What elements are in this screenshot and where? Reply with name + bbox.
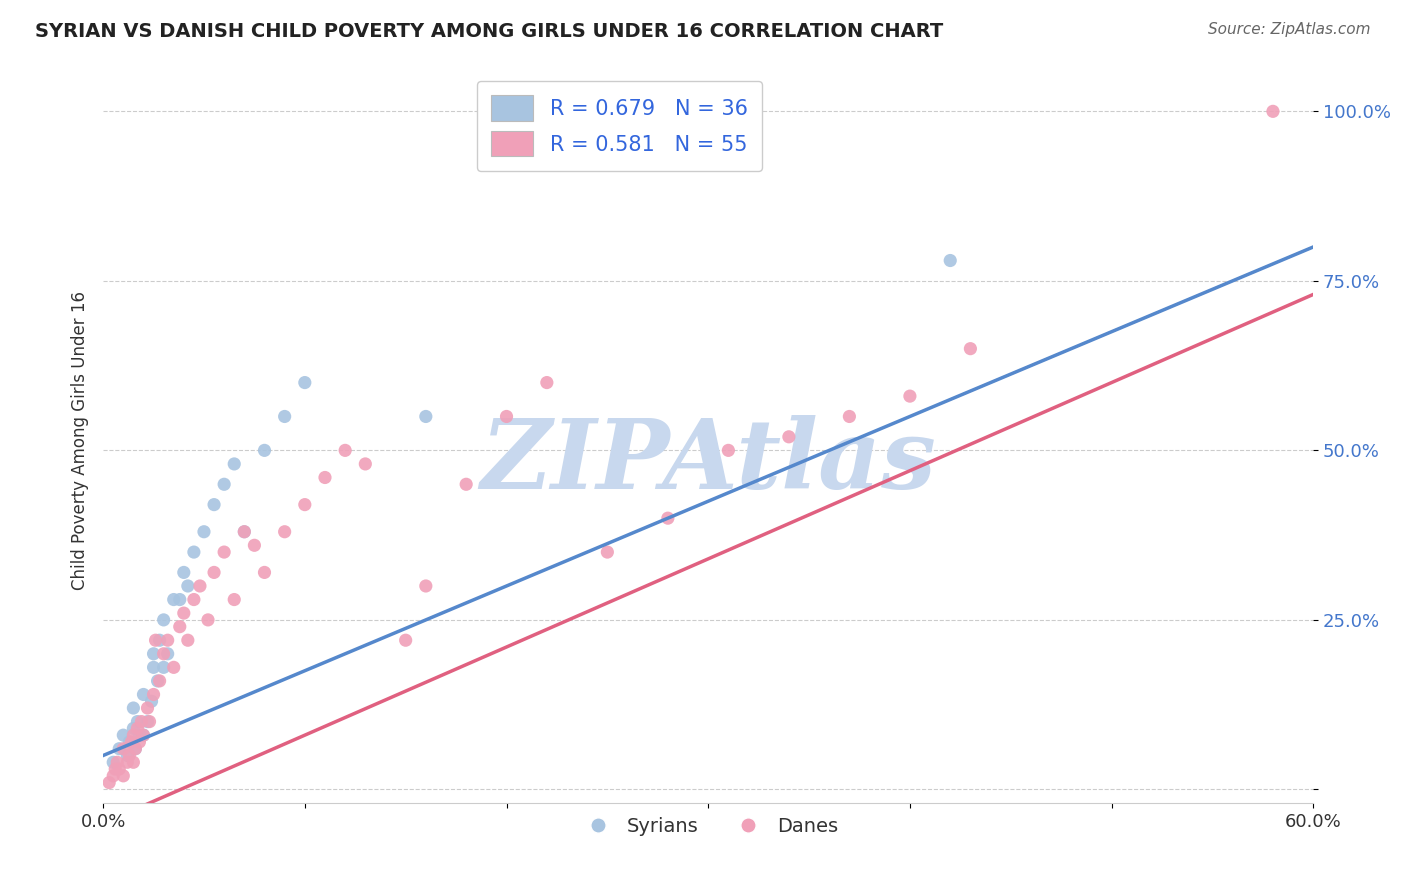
Point <box>118 735 141 749</box>
Legend: Syrians, Danes: Syrians, Danes <box>571 809 845 844</box>
Point <box>156 633 179 648</box>
Point <box>202 566 225 580</box>
Point <box>149 673 172 688</box>
Text: Source: ZipAtlas.com: Source: ZipAtlas.com <box>1208 22 1371 37</box>
Point <box>112 728 135 742</box>
Point <box>173 606 195 620</box>
Point <box>1261 104 1284 119</box>
Point <box>108 741 131 756</box>
Point <box>273 524 295 539</box>
Point <box>132 688 155 702</box>
Point <box>169 592 191 607</box>
Point <box>104 762 127 776</box>
Point <box>103 769 125 783</box>
Point <box>112 769 135 783</box>
Point <box>778 430 800 444</box>
Point <box>273 409 295 424</box>
Point <box>354 457 377 471</box>
Point <box>132 728 155 742</box>
Point <box>183 592 205 607</box>
Point <box>136 701 159 715</box>
Point <box>152 613 174 627</box>
Point <box>838 409 860 424</box>
Point <box>456 477 478 491</box>
Point <box>183 545 205 559</box>
Point <box>127 722 149 736</box>
Point <box>138 714 160 729</box>
Point <box>596 545 619 559</box>
Point <box>103 756 125 770</box>
Point <box>142 660 165 674</box>
Point <box>122 701 145 715</box>
Point <box>212 545 235 559</box>
Point <box>124 741 146 756</box>
Point <box>136 714 159 729</box>
Point <box>536 376 558 390</box>
Point <box>253 566 276 580</box>
Point <box>314 470 336 484</box>
Point <box>142 647 165 661</box>
Point <box>717 443 740 458</box>
Point <box>117 748 139 763</box>
Point <box>177 633 200 648</box>
Point <box>141 694 163 708</box>
Point <box>146 673 169 688</box>
Point <box>112 741 135 756</box>
Point <box>898 389 921 403</box>
Point <box>120 735 142 749</box>
Point <box>169 620 191 634</box>
Point <box>233 524 256 539</box>
Point <box>152 647 174 661</box>
Point <box>127 714 149 729</box>
Point <box>163 592 186 607</box>
Point <box>173 566 195 580</box>
Point <box>415 579 437 593</box>
Point <box>202 498 225 512</box>
Point <box>224 457 246 471</box>
Point <box>156 647 179 661</box>
Point <box>333 443 356 458</box>
Point <box>142 688 165 702</box>
Point <box>177 579 200 593</box>
Point <box>188 579 211 593</box>
Point <box>152 660 174 674</box>
Point <box>105 756 128 770</box>
Point <box>939 253 962 268</box>
Point <box>959 342 981 356</box>
Text: ZIPAtlas: ZIPAtlas <box>481 415 936 509</box>
Point <box>163 660 186 674</box>
Point <box>128 735 150 749</box>
Point <box>233 524 256 539</box>
Point <box>395 633 418 648</box>
Point <box>132 728 155 742</box>
Y-axis label: Child Poverty Among Girls Under 16: Child Poverty Among Girls Under 16 <box>72 291 89 590</box>
Point <box>212 477 235 491</box>
Point <box>495 409 517 424</box>
Point <box>131 714 153 729</box>
Point <box>657 511 679 525</box>
Point <box>197 613 219 627</box>
Point <box>118 748 141 763</box>
Point <box>117 756 139 770</box>
Text: SYRIAN VS DANISH CHILD POVERTY AMONG GIRLS UNDER 16 CORRELATION CHART: SYRIAN VS DANISH CHILD POVERTY AMONG GIR… <box>35 22 943 41</box>
Point <box>253 443 276 458</box>
Point <box>224 592 246 607</box>
Point <box>193 524 215 539</box>
Point <box>145 633 167 648</box>
Point <box>243 538 266 552</box>
Point <box>294 498 316 512</box>
Point <box>122 728 145 742</box>
Point <box>98 775 121 789</box>
Point <box>294 376 316 390</box>
Point <box>415 409 437 424</box>
Point <box>124 741 146 756</box>
Point <box>108 762 131 776</box>
Point <box>122 722 145 736</box>
Point <box>122 756 145 770</box>
Point <box>149 633 172 648</box>
Point <box>128 728 150 742</box>
